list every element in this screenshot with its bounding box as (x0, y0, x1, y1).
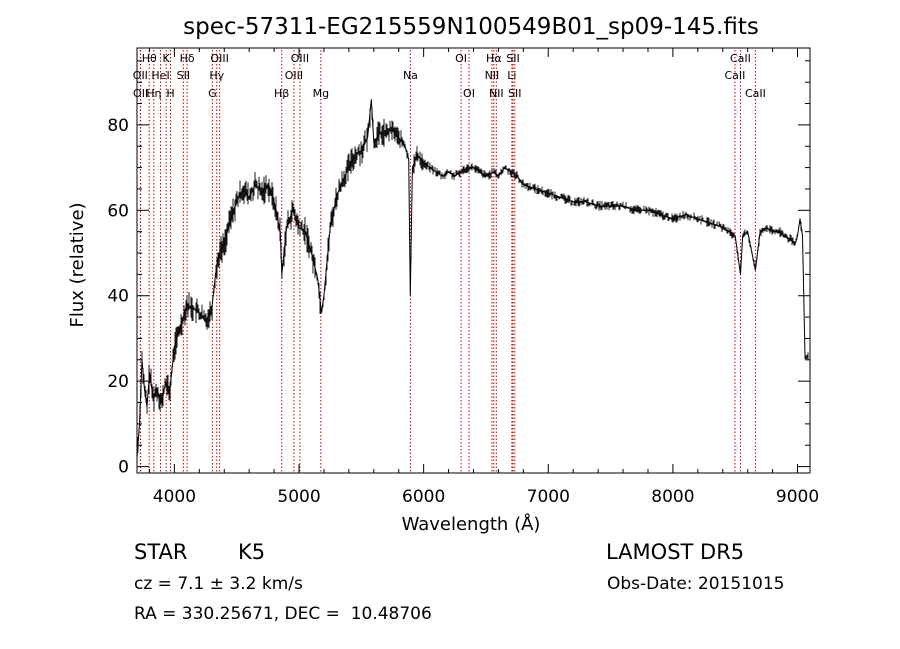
coordinates: RA = 330.25671, DEC = 10.48706 (134, 604, 432, 624)
object-subclass: K5 (238, 540, 266, 564)
y-tick-label: 20 (107, 372, 129, 392)
x-tick-label: 9000 (776, 487, 819, 507)
x-tick-label: 4000 (153, 487, 196, 507)
spectral-line-label: Hθ (142, 52, 157, 65)
spectral-line-label: CaII (725, 69, 746, 82)
spectral-line-label: Hδ (180, 52, 195, 65)
y-tick-label: 40 (107, 287, 129, 307)
spectral-line-label: OII (133, 69, 148, 82)
spectral-line-label: Hβ (274, 87, 289, 100)
spectral-line-label: SII (506, 52, 519, 65)
spectral-line-label: Mg (313, 87, 329, 100)
spectral-line-label: OI (463, 87, 475, 100)
chart-title: spec-57311-EG215559N100549B01_sp09-145.f… (183, 14, 759, 40)
spectral-line-label: Hα (486, 52, 502, 65)
spectral-line-label: OI (455, 52, 467, 65)
spectral-line-label: CaII (745, 87, 766, 100)
spectral-line-label: K (163, 52, 171, 65)
spectrum-noise (137, 102, 809, 453)
spectral-line-label: H (166, 87, 174, 100)
y-tick-label: 80 (107, 116, 129, 136)
survey-name: LAMOST DR5 (606, 540, 745, 564)
spectral-lines (139, 50, 756, 472)
spectral-line-label: OIII (210, 52, 228, 65)
x-axis-label: Wavelength (Å) (402, 513, 541, 535)
y-axis-label: Flux (relative) (67, 202, 88, 327)
spectral-line-label: HeI (151, 69, 169, 82)
x-tick-label: 8000 (651, 487, 694, 507)
spectral-line-label: SII (177, 69, 190, 82)
y-tick-label: 60 (107, 201, 129, 221)
spectral-line-label: NII (489, 87, 504, 100)
object-class: STAR (134, 540, 188, 564)
observation-date: Obs-Date: 20151015 (607, 574, 785, 594)
x-tick-label: 6000 (402, 487, 445, 507)
spectral-line-label: Na (403, 69, 418, 82)
spectral-line-label: CaII (730, 52, 751, 65)
redshift-cz: cz = 7.1 ± 3.2 km/s (134, 574, 303, 594)
y-axis-ticks: 0 20 40 60 80 (107, 60, 810, 478)
spectral-line-label: SII (508, 87, 521, 100)
spectral-line-label: OIII (291, 52, 309, 65)
spectral-line-label: Li (507, 69, 516, 82)
spectral-line-label: OIII (285, 69, 303, 82)
x-axis-ticks: 4000 5000 6000 7000 8000 9000 (148, 48, 819, 507)
spectral-line-label: NII (485, 69, 500, 82)
spectral-line-label: Hη (146, 87, 161, 100)
spectrum-noise-path (137, 102, 809, 453)
plot-frame (136, 47, 811, 474)
spectral-line-label: Hγ (209, 69, 224, 82)
x-tick-label: 7000 (527, 487, 570, 507)
spectrum-series-line (136, 99, 806, 459)
spectral-line-label: G (208, 87, 217, 100)
x-tick-label: 5000 (277, 487, 320, 507)
y-tick-label: 0 (118, 458, 129, 478)
